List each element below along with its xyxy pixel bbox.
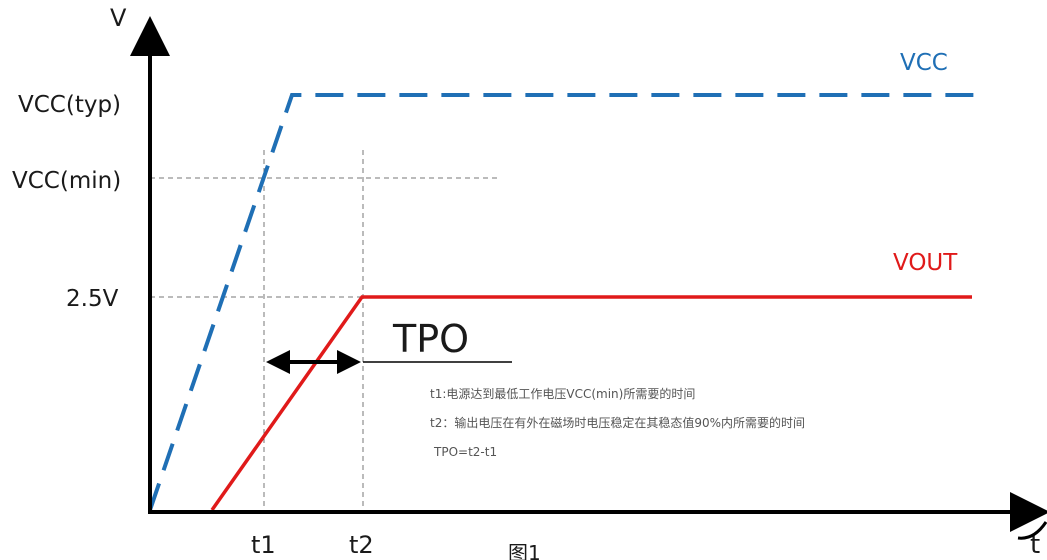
y-tick-vcc-min: VCC(min) [12,168,121,194]
vout-curve [210,295,972,512]
y-tick-2-5v: 2.5V [66,286,119,312]
x-tick-t2: t2 [349,531,374,559]
vcc-label: VCC [900,50,948,76]
note-t2: t2：输出电压在有外在磁场时电压稳定在其稳态值90%内所需要的时间 [430,415,805,430]
vcc-curve [148,93,985,511]
tpo-arrow [266,350,361,374]
figure-caption: 图1 [508,541,541,560]
vout-label: VOUT [893,250,958,276]
tpo-label: TPO [392,317,469,361]
guide-lines [150,150,500,512]
x-tick-t1: t1 [251,531,276,559]
note-t1: t1:电源达到最低工作电压VCC(min)所需要的时间 [430,386,695,401]
note-tpo: TPO=t2-t1 [433,445,497,459]
corner-curve [1017,521,1047,540]
y-tick-vcc-typ: VCC(typ) [18,92,121,118]
x-axis-label: t [1030,530,1040,560]
y-axis-label: V [110,4,127,32]
